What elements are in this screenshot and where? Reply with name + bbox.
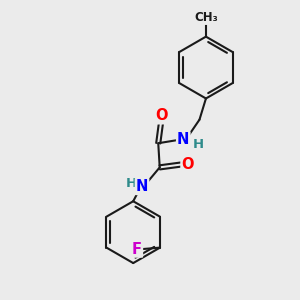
Text: F: F: [132, 242, 142, 256]
Text: H: H: [193, 139, 204, 152]
Text: N: N: [177, 132, 190, 147]
Text: H: H: [125, 177, 136, 190]
Text: CH₃: CH₃: [194, 11, 218, 24]
Text: N: N: [136, 179, 148, 194]
Text: O: O: [182, 157, 194, 172]
Text: O: O: [155, 108, 167, 123]
